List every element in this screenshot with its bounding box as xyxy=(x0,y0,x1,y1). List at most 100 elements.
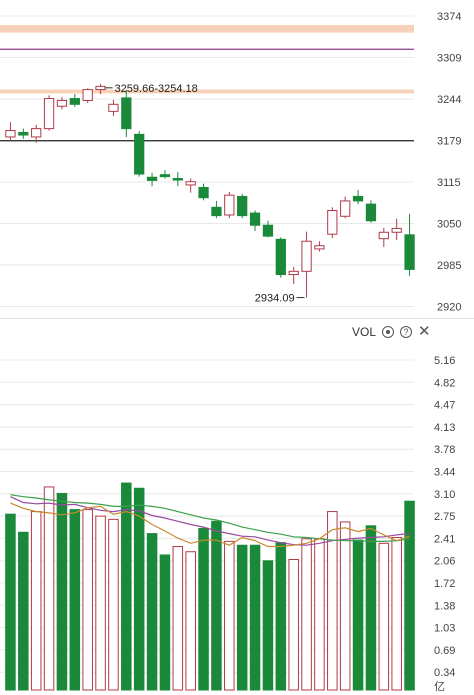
resistance-zone xyxy=(0,24,414,33)
volume-bar xyxy=(404,500,415,691)
candle-body xyxy=(172,178,183,181)
candle-body xyxy=(121,97,132,130)
candle-body xyxy=(391,227,402,233)
volume-tick-label: 2.06 xyxy=(434,556,455,568)
price-tick-label: 3374 xyxy=(437,11,461,23)
candle-body xyxy=(327,210,338,235)
volume-tick-label: 1.03 xyxy=(434,623,455,635)
candle-body xyxy=(365,203,377,222)
candle-body xyxy=(378,231,389,240)
candle-body xyxy=(314,245,325,250)
volume-bar xyxy=(236,544,248,691)
moving-average-line xyxy=(10,494,410,542)
volume-tick-label: 3.78 xyxy=(434,444,455,456)
volume-bar xyxy=(301,538,312,691)
candle-body xyxy=(134,133,145,175)
volume-tick-label: 3.44 xyxy=(434,467,455,479)
volume-tick-label: 1.38 xyxy=(434,600,455,612)
volume-tick-label: 2.75 xyxy=(434,511,455,523)
candle-body xyxy=(224,194,235,216)
volume-chart[interactable]: 5.16 4.82 4.47 4.13 3.78 3.44 3.10 2.75 2.41 2.06… xyxy=(0,350,474,695)
volume-bar xyxy=(133,487,145,691)
candle-body xyxy=(288,270,299,276)
volume-bar xyxy=(5,513,16,691)
candle-body xyxy=(275,238,286,276)
volume-tick-label: 4.13 xyxy=(434,422,455,434)
price-tick-label: 3309 xyxy=(437,53,461,65)
volume-bar xyxy=(224,540,235,691)
volume-tick-label: 2.41 xyxy=(434,533,455,545)
price-tick-label: 3050 xyxy=(437,219,461,231)
price-tick-label: 3179 xyxy=(437,136,461,148)
price-tick-label: 3115 xyxy=(437,177,461,189)
price-tick-label: 3244 xyxy=(437,94,461,106)
volume-bar xyxy=(108,518,119,691)
volume-bar xyxy=(82,509,93,691)
candle-body xyxy=(352,195,364,202)
low-label: 2934.09 xyxy=(255,293,295,305)
candle-body xyxy=(56,99,68,107)
candle-body xyxy=(340,200,351,217)
volume-tick-label: 0.34 xyxy=(434,667,455,679)
price-tick-label: 2920 xyxy=(437,302,461,314)
volume-bar xyxy=(365,525,377,691)
candle-body xyxy=(95,85,106,91)
help-icon[interactable]: ? xyxy=(400,326,413,338)
volume-tick-label: 3.10 xyxy=(434,489,455,501)
volume-unit-label: 亿 xyxy=(434,680,445,693)
volume-bar xyxy=(198,527,209,691)
volume-bar xyxy=(146,533,158,691)
volume-bar xyxy=(314,538,325,691)
volume-tick-label: 5.16 xyxy=(434,355,455,367)
volume-bar xyxy=(18,531,29,691)
candle-body xyxy=(18,131,29,136)
candle-body xyxy=(237,195,248,217)
volume-label: VOL xyxy=(352,325,377,339)
candle-body xyxy=(185,181,196,186)
volume-bar xyxy=(121,482,132,691)
volume-bar xyxy=(288,558,299,691)
candle-body xyxy=(198,186,209,199)
volume-bar xyxy=(185,551,196,691)
moving-average-line xyxy=(10,502,410,548)
volume-tick-label: 1.72 xyxy=(434,578,455,590)
volume-bar xyxy=(339,521,351,691)
price-chart[interactable]: 3374 3309 3244 3179 3115 3050 2985 2920 3259.66-… xyxy=(0,0,474,318)
volume-bar xyxy=(172,546,184,691)
close-icon[interactable]: ✕ xyxy=(418,323,431,340)
volume-tick-label: 0.69 xyxy=(434,645,455,657)
volume-bar xyxy=(327,511,338,691)
volume-bar xyxy=(56,492,68,691)
volume-bar xyxy=(69,509,81,691)
volume-bar xyxy=(95,515,106,691)
volume-bar xyxy=(211,520,222,691)
volume-bar xyxy=(391,536,402,691)
volume-bar xyxy=(249,544,261,691)
candle-body xyxy=(5,130,16,138)
candle-body xyxy=(262,224,274,237)
price-tick-label: 2985 xyxy=(437,260,461,272)
volume-bar xyxy=(30,511,42,691)
candle-body xyxy=(146,176,158,181)
candle-body xyxy=(211,206,222,217)
moving-average-line xyxy=(10,496,410,546)
candle-body xyxy=(31,128,42,138)
volume-tick-label: 4.47 xyxy=(434,400,455,412)
volume-bar xyxy=(275,542,287,691)
candle-body xyxy=(82,89,93,101)
candle-body xyxy=(249,212,261,226)
settings-icon[interactable] xyxy=(382,326,395,338)
candle-body xyxy=(301,240,312,272)
resistance-zone xyxy=(0,89,414,94)
volume-bar xyxy=(262,560,274,691)
volume-header: VOL ? ✕ xyxy=(352,322,431,342)
high-label: 3259.66-3254.18 xyxy=(115,83,198,95)
volume-tick-label: 4.82 xyxy=(434,377,455,389)
candle-body xyxy=(43,98,55,130)
volume-bar xyxy=(352,539,364,691)
candle-body xyxy=(159,174,171,178)
volume-bar xyxy=(378,542,390,691)
chart-divider xyxy=(0,318,474,319)
candle-body xyxy=(404,234,415,270)
volume-bar xyxy=(159,554,171,691)
